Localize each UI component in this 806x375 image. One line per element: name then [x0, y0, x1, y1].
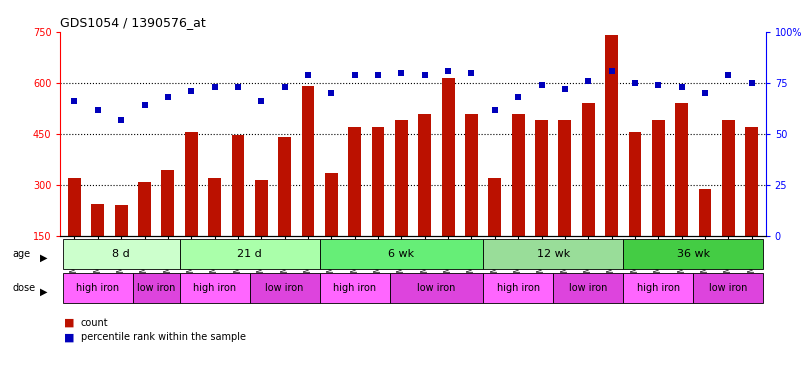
Point	[582, 78, 595, 84]
Point	[512, 94, 525, 100]
Text: low iron: low iron	[137, 283, 176, 293]
Point	[418, 72, 431, 78]
Bar	[63, 239, 180, 269]
Bar	[161, 170, 174, 236]
Point	[746, 80, 758, 86]
Bar	[652, 120, 665, 236]
Bar	[722, 120, 735, 236]
Bar	[623, 273, 693, 303]
Bar	[185, 132, 197, 236]
Point	[488, 106, 501, 112]
Bar	[488, 178, 501, 236]
Text: high iron: high iron	[637, 283, 679, 293]
Text: high iron: high iron	[333, 283, 376, 293]
Bar	[180, 239, 320, 269]
Text: count: count	[81, 318, 108, 327]
Bar	[320, 273, 390, 303]
Text: GDS1054 / 1390576_at: GDS1054 / 1390576_at	[60, 16, 206, 29]
Point	[395, 70, 408, 76]
Text: ■: ■	[64, 333, 75, 342]
Text: 12 wk: 12 wk	[537, 249, 570, 259]
Text: dose: dose	[12, 283, 35, 293]
Bar	[114, 205, 127, 236]
Bar	[483, 239, 623, 269]
Point	[301, 72, 314, 78]
Bar	[250, 273, 320, 303]
Point	[185, 88, 197, 94]
Bar	[91, 204, 104, 236]
Text: 21 d: 21 d	[237, 249, 262, 259]
Bar	[68, 178, 81, 236]
Point	[161, 94, 174, 100]
Point	[675, 84, 688, 90]
Text: 6 wk: 6 wk	[388, 249, 414, 259]
Bar	[301, 86, 314, 236]
Bar	[623, 239, 763, 269]
Point	[559, 86, 571, 92]
Text: low iron: low iron	[265, 283, 304, 293]
Text: high iron: high iron	[496, 283, 540, 293]
Text: age: age	[12, 249, 30, 259]
Point	[535, 82, 548, 88]
Bar	[559, 120, 571, 236]
Point	[255, 98, 268, 104]
Text: ▶: ▶	[40, 253, 48, 263]
Bar	[442, 78, 455, 236]
Bar	[133, 273, 180, 303]
Text: high iron: high iron	[77, 283, 119, 293]
Text: low iron: low iron	[569, 283, 608, 293]
Text: 8 d: 8 d	[112, 249, 130, 259]
Text: low iron: low iron	[418, 283, 455, 293]
Bar	[465, 114, 478, 236]
Point	[138, 102, 151, 108]
Bar	[390, 273, 483, 303]
Point	[91, 106, 104, 112]
Point	[68, 98, 81, 104]
Point	[208, 84, 221, 90]
Bar	[180, 273, 250, 303]
Bar	[372, 127, 384, 236]
Point	[629, 80, 642, 86]
Point	[348, 72, 361, 78]
Text: ▶: ▶	[40, 286, 48, 297]
Point	[652, 82, 665, 88]
Text: low iron: low iron	[709, 283, 747, 293]
Point	[605, 68, 618, 74]
Point	[465, 70, 478, 76]
Bar	[231, 135, 244, 236]
Bar	[535, 120, 548, 236]
Bar	[605, 35, 618, 236]
Bar	[483, 273, 553, 303]
Bar	[320, 239, 483, 269]
Text: ■: ■	[64, 318, 75, 327]
Bar	[278, 137, 291, 236]
Bar	[675, 104, 688, 236]
Point	[372, 72, 384, 78]
Bar	[395, 120, 408, 236]
Bar	[63, 273, 133, 303]
Bar	[693, 273, 763, 303]
Bar	[348, 127, 361, 236]
Bar	[325, 173, 338, 236]
Point	[278, 84, 291, 90]
Bar	[138, 182, 151, 236]
Point	[442, 68, 455, 74]
Point	[325, 90, 338, 96]
Point	[114, 117, 127, 123]
Bar	[699, 189, 712, 236]
Bar	[208, 178, 221, 236]
Point	[722, 72, 735, 78]
Point	[699, 90, 712, 96]
Bar	[629, 132, 642, 236]
Text: percentile rank within the sample: percentile rank within the sample	[81, 333, 246, 342]
Bar	[512, 114, 525, 236]
Bar	[582, 104, 595, 236]
Bar	[553, 273, 623, 303]
Point	[231, 84, 244, 90]
Bar	[255, 180, 268, 236]
Text: high iron: high iron	[193, 283, 236, 293]
Bar	[418, 114, 431, 236]
Bar	[746, 127, 758, 236]
Text: 36 wk: 36 wk	[677, 249, 710, 259]
